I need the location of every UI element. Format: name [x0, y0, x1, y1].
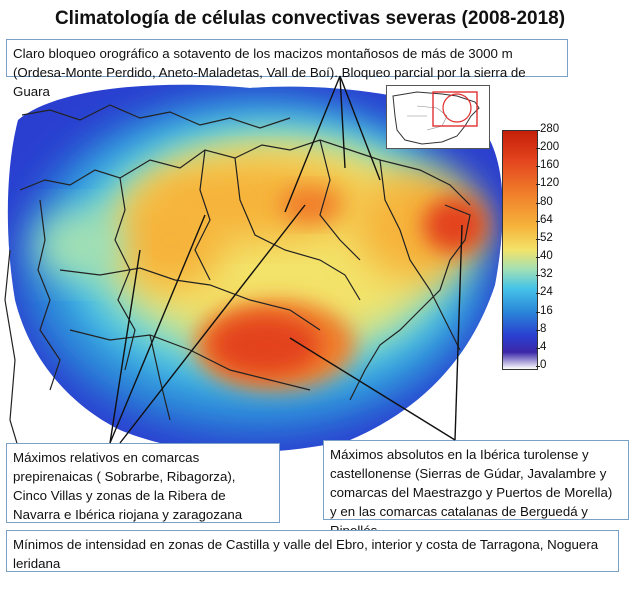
region-borders: [4, 104, 471, 471]
colorbar-tick-label: 8: [535, 322, 547, 335]
colorbar-tick-label: 200: [535, 141, 560, 154]
colorbar-tick-label: 52: [536, 231, 553, 244]
callout-minimums: Mínimos de intensidad en zonas de Castil…: [6, 530, 619, 572]
callout-absolute-maximums: Máximos absolutos en la Ibérica turolens…: [323, 440, 629, 538]
intensity-colorbar: [502, 130, 538, 370]
callout-orographic-blocking: Claro bloqueo orográfico a sotavento de …: [6, 39, 568, 99]
colorbar-tick-label: 80: [536, 195, 553, 208]
colorbar-tick-label: 64: [536, 213, 553, 226]
colorbar-tick-label: 32: [536, 268, 553, 281]
colorbar-tick-label: 160: [535, 159, 560, 172]
colorbar-tick-label: 120: [535, 177, 560, 190]
colorbar-tick-label: 0: [535, 359, 547, 371]
colorbar-tick-label: 40: [536, 250, 553, 263]
callout-relative-maximums: Máximos relativos en comarcas prepirenai…: [6, 443, 280, 523]
page-title: Climatología de células convectivas seve…: [54, 8, 566, 29]
colorbar-tick-label: 4: [535, 340, 547, 353]
colorbar-tick-label: 24: [536, 286, 553, 299]
colorbar-tick-label: 16: [536, 304, 553, 317]
colorbar-tick-label: 280: [535, 123, 560, 135]
intensity-field: [7, 84, 503, 453]
location-inset-map: [386, 85, 490, 149]
iberia-outline-icon: [392, 91, 480, 145]
